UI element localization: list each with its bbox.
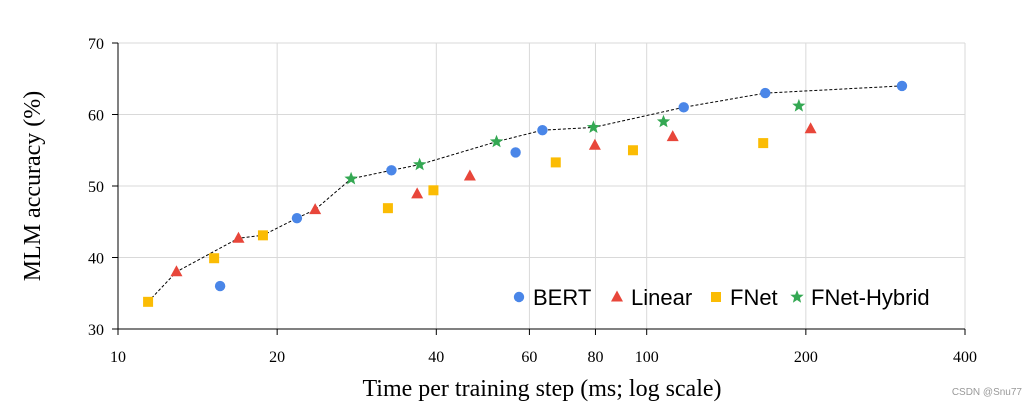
fnet-point — [257, 230, 268, 241]
legend-bert-marker — [513, 291, 525, 303]
tick-labels: 10 20 40 60 80 100 200 400 30 40 50 60 70 — [88, 36, 977, 366]
linear-point — [309, 203, 322, 215]
legend-linear-marker — [611, 290, 623, 302]
linear-point — [411, 187, 424, 199]
watermark: CSDN @Snu77 — [951, 387, 1022, 398]
legend-fnet-hybrid-marker — [790, 290, 804, 303]
bert-point — [386, 165, 397, 176]
x-tick-label: 20 — [269, 349, 285, 366]
linear-point — [666, 130, 679, 142]
x-tick-label: 80 — [587, 349, 603, 366]
fnet-hybrid-point — [489, 134, 504, 148]
fnet-point — [758, 138, 769, 149]
linear-point — [463, 169, 476, 181]
x-tick-label: 100 — [635, 349, 659, 366]
fnet-hybrid-point — [656, 114, 671, 128]
bert-point — [214, 280, 226, 292]
legend-fnet-label: FNet — [730, 285, 778, 310]
data-points — [143, 80, 908, 307]
legend-fnet-hybrid-label: FNet-Hybrid — [811, 285, 930, 310]
y-tick-label: 70 — [88, 36, 104, 53]
x-tick-label: 60 — [521, 349, 537, 366]
y-tick-label: 30 — [88, 322, 104, 339]
fnet-point — [627, 145, 638, 156]
bert-point — [678, 102, 689, 113]
legend-fnet-marker — [711, 292, 721, 302]
linear-point — [232, 231, 245, 243]
x-tick-label: 400 — [953, 349, 977, 366]
y-tick-label: 60 — [88, 108, 104, 125]
x-tick-label: 40 — [428, 349, 444, 366]
x-tick-label: 10 — [110, 349, 126, 366]
axes — [112, 42, 966, 335]
bert-point — [537, 125, 548, 136]
bert-point — [510, 147, 521, 158]
fnet-hybrid-point — [413, 157, 427, 171]
y-tick-label: 50 — [88, 179, 104, 196]
linear-point — [170, 265, 183, 277]
pareto-frontier-line — [147, 85, 903, 303]
bert-point — [896, 80, 908, 92]
fnet-hybrid-point — [344, 171, 358, 185]
fnet-point — [382, 203, 393, 214]
legend-linear-label: Linear — [631, 285, 692, 310]
linear-point — [804, 122, 817, 134]
legend: BERT Linear FNet FNet-Hybrid — [513, 285, 930, 310]
bert-point — [760, 87, 771, 99]
legend-bert-label: BERT — [533, 285, 591, 310]
x-axis-title: Time per training step (ms; log scale) — [362, 376, 721, 402]
y-tick-label: 40 — [88, 251, 104, 268]
bert-point — [291, 212, 303, 224]
linear-point — [588, 138, 601, 150]
x-tick-label: 200 — [794, 349, 818, 366]
y-axis-title: MLM accuracy (%) — [20, 91, 46, 282]
fnet-point — [428, 185, 439, 196]
fnet-hybrid-point — [792, 98, 806, 112]
fnet-point — [209, 253, 220, 264]
fnet-point — [143, 296, 154, 307]
fnet-point — [550, 157, 561, 168]
fnet-hybrid-point — [586, 120, 601, 133]
